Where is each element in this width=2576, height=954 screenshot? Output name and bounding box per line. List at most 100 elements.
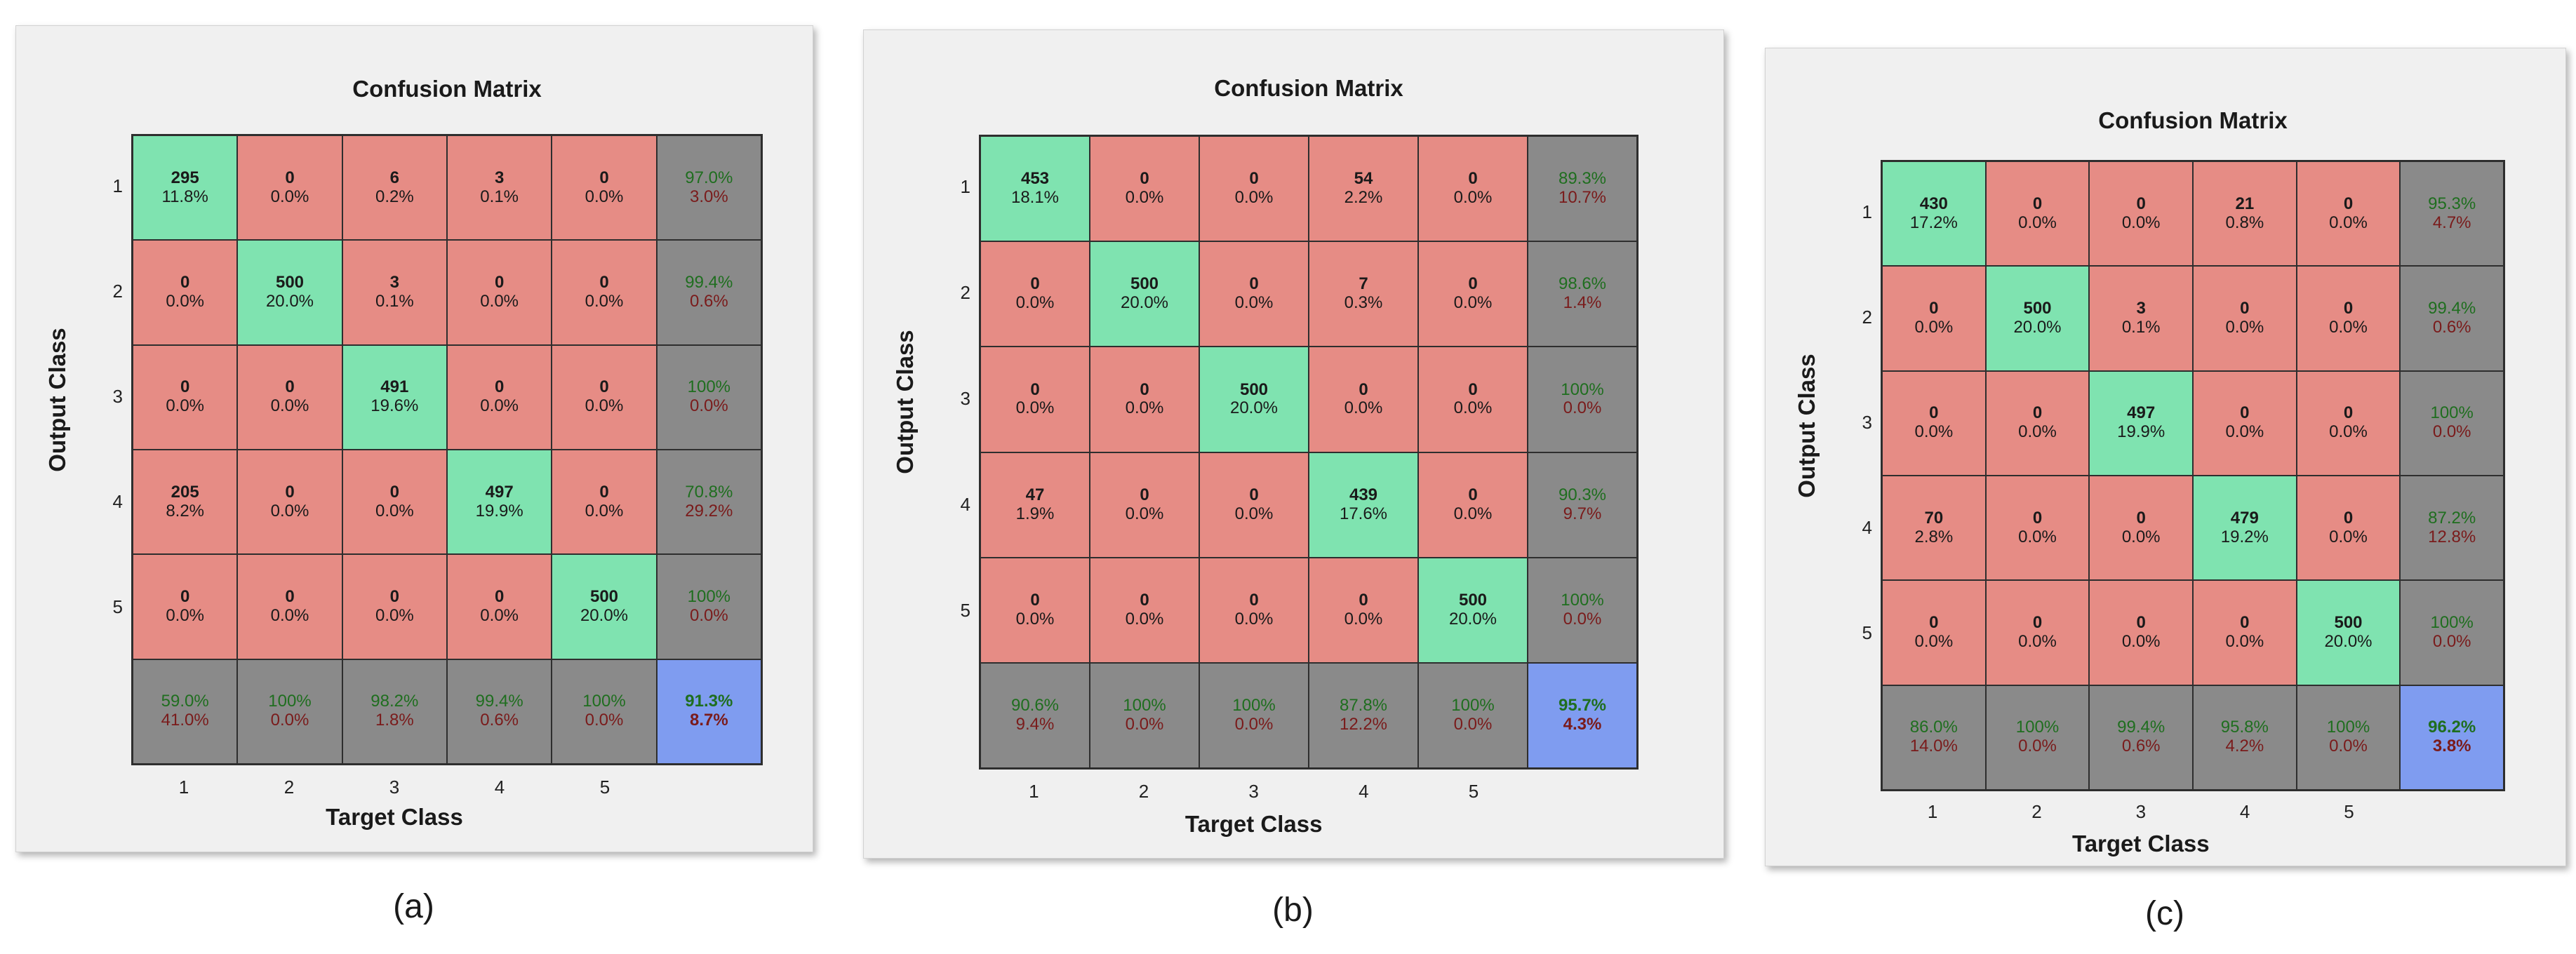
misclass-cell: 0 0.0%: [1418, 347, 1528, 452]
correct-cell: 500 20.0%: [552, 554, 657, 659]
cell-percent: 0.0%: [585, 187, 624, 206]
cell-count: 0: [2343, 403, 2354, 423]
column-error: 0.6%: [480, 711, 519, 730]
cell-count: 0: [2240, 403, 2250, 423]
cell-percent: 0.0%: [166, 396, 205, 416]
row-error: 3.0%: [689, 187, 728, 206]
cell-percent: 0.0%: [2329, 422, 2368, 442]
cell-count: 0: [599, 377, 609, 397]
row-error: 0.0%: [689, 605, 728, 625]
cell-percent: 0.8%: [2225, 213, 2264, 232]
overall-error: 8.7%: [689, 711, 728, 730]
column-summary-cell: 86.0% 14.0%: [1882, 685, 1986, 790]
row-error: 0.0%: [689, 396, 728, 416]
cell-count: 54: [1354, 169, 1373, 189]
cell-percent: 0.0%: [1914, 422, 1954, 442]
cell-count: 0: [2240, 613, 2250, 633]
row-summary-cell: 100% 0.0%: [1528, 347, 1637, 452]
column-recall: 98.2%: [371, 692, 419, 711]
cell-percent: 20.0%: [1120, 293, 1169, 313]
cell-percent: 20.0%: [2013, 317, 2062, 337]
misclass-cell: 0 0.0%: [2296, 266, 2401, 371]
cell-percent: 0.0%: [1234, 504, 1274, 523]
matrix-title: Confusion Matrix: [2098, 107, 2288, 133]
overall-accuracy: 91.3%: [685, 692, 733, 711]
misclass-cell: 21 0.8%: [2193, 161, 2297, 267]
row-summary-cell: 100% 0.0%: [2400, 370, 2504, 476]
misclass-cell: 0 0.0%: [980, 347, 1090, 452]
misclass-cell: 0 0.0%: [552, 135, 657, 241]
misclass-cell: 0 0.0%: [2193, 580, 2297, 685]
cell-count: 0: [1359, 590, 1368, 610]
column-summary-cell: 99.4% 0.6%: [2089, 685, 2193, 790]
x-tick-label: 2: [2031, 801, 2042, 822]
correct-cell: 491 19.6%: [342, 344, 447, 450]
misclass-cell: 0 0.0%: [133, 344, 238, 450]
cell-percent: 0.1%: [480, 187, 519, 206]
cell-count: 0: [494, 587, 505, 607]
column-error: 0.0%: [270, 711, 309, 730]
misclass-cell: 0 0.0%: [446, 344, 552, 450]
correct-cell: 500 20.0%: [1199, 347, 1309, 452]
matrix-panel-a: Confusion Matrix 295 11.8% 0 0.0% 6 0.2% 3 0.1% 0…: [15, 0, 826, 954]
x-tick-label: 2: [283, 777, 295, 798]
misclass-cell: 0 0.0%: [552, 344, 657, 450]
cell-count: 7: [1359, 274, 1368, 294]
x-tick-label: 4: [2239, 801, 2250, 822]
row-precision: 89.3%: [1558, 169, 1607, 189]
cell-count: 0: [1140, 379, 1149, 399]
row-error: 10.7%: [1558, 188, 1607, 208]
y-tick-label: 3: [960, 388, 970, 410]
cell-count: 0: [2136, 613, 2146, 633]
row-precision: 97.0%: [685, 168, 733, 187]
column-error: 1.8%: [375, 711, 414, 730]
cell-percent: 0.0%: [166, 605, 205, 625]
misclass-cell: 0 0.0%: [1199, 452, 1309, 558]
x-axis-label: Target Class: [2072, 831, 2210, 856]
row-error: 0.6%: [2432, 317, 2471, 337]
cell-count: 0: [389, 587, 399, 607]
cell-percent: 0.0%: [270, 187, 309, 206]
cell-percent: 0.0%: [1125, 398, 1164, 418]
cell-count: 0: [2136, 508, 2146, 528]
column-summary-cell: 100% 0.0%: [237, 659, 342, 764]
y-axis-label: Output Class: [892, 330, 918, 474]
column-summary-cell: 95.8% 4.2%: [2193, 685, 2297, 790]
cell-percent: 11.8%: [161, 187, 208, 206]
cell-count: 500: [2334, 613, 2363, 633]
y-axis-label: Output Class: [1794, 354, 1820, 498]
cell-count: 0: [2032, 613, 2043, 633]
row-summary-cell: 100% 0.0%: [2400, 580, 2504, 685]
cell-count: 0: [1249, 485, 1259, 504]
cell-percent: 0.0%: [2018, 213, 2057, 232]
cell-percent: 0.0%: [2018, 422, 2057, 442]
y-tick-label: 5: [1862, 622, 1872, 643]
misclass-cell: 0 0.0%: [2089, 475, 2193, 581]
misclass-cell: 0 0.0%: [1199, 136, 1309, 242]
column-recall: 100%: [2326, 718, 2370, 737]
column-error: 14.0%: [1909, 737, 1958, 756]
cell-percent: 0.0%: [480, 605, 519, 625]
cell-percent: 0.0%: [1015, 398, 1055, 418]
column-summary-cell: 98.2% 1.8%: [342, 659, 447, 764]
x-tick-label: 3: [389, 777, 400, 798]
y-tick-label: 5: [112, 596, 123, 617]
column-error: 0.0%: [1453, 714, 1493, 734]
x-tick-label: 5: [2344, 801, 2354, 822]
cell-percent: 2.8%: [1914, 527, 1954, 546]
row-error: 0.6%: [689, 291, 728, 311]
cell-percent: 0.0%: [270, 501, 309, 520]
row-precision: 100%: [2430, 613, 2474, 633]
cell-percent: 0.0%: [2329, 527, 2368, 546]
misclass-cell: 0 0.0%: [1418, 241, 1528, 347]
cell-count: 47: [1025, 485, 1045, 504]
column-error: 0.0%: [585, 711, 624, 730]
cell-count: 0: [1249, 274, 1259, 294]
cell-percent: 0.0%: [375, 501, 414, 520]
misclass-cell: 0 0.0%: [446, 554, 552, 659]
cell-count: 0: [180, 377, 190, 397]
cell-count: 0: [1468, 169, 1478, 189]
x-tick-label: 3: [1248, 781, 1259, 802]
cell-count: 0: [2032, 508, 2043, 528]
x-tick-label: 5: [599, 777, 610, 798]
